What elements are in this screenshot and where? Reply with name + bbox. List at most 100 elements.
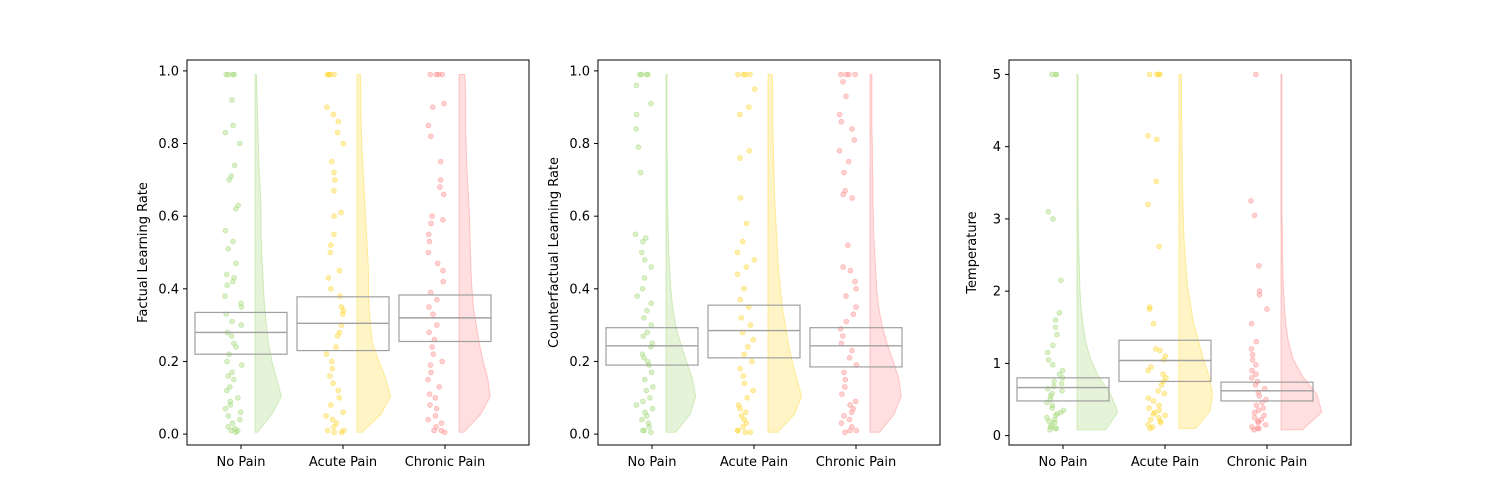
data-point bbox=[229, 318, 235, 325]
data-point bbox=[1044, 349, 1051, 356]
data-point bbox=[1045, 356, 1052, 363]
data-point bbox=[336, 267, 343, 274]
plot-frame bbox=[186, 59, 530, 446]
data-point bbox=[1146, 71, 1153, 78]
data-point bbox=[1252, 382, 1259, 388]
data-point bbox=[644, 307, 650, 314]
data-point bbox=[1046, 418, 1052, 425]
chart-panel-1: No Pain Acute Pain Chronic Pain 0.0 0.2 0.4 0.… bbox=[136, 59, 530, 470]
data-point bbox=[849, 347, 855, 354]
data-point bbox=[238, 304, 245, 310]
data-point bbox=[838, 118, 845, 125]
data-point bbox=[648, 369, 655, 376]
data-point bbox=[836, 111, 843, 118]
data-point bbox=[425, 416, 432, 423]
y-axis-label: Temperature bbox=[965, 211, 980, 294]
density-cloud-no-pain bbox=[665, 73, 697, 433]
data-point bbox=[324, 104, 330, 110]
y-tick-label: 0.0 bbox=[158, 428, 179, 443]
data-point bbox=[632, 231, 639, 238]
data-point bbox=[749, 358, 755, 365]
data-point bbox=[649, 405, 656, 412]
data-point bbox=[323, 351, 330, 358]
data-point bbox=[853, 304, 859, 310]
data-point bbox=[639, 416, 645, 423]
data-point bbox=[1251, 414, 1258, 421]
data-point bbox=[1256, 393, 1263, 399]
data-point bbox=[432, 413, 439, 419]
data-point bbox=[225, 413, 232, 419]
data-point bbox=[437, 177, 444, 183]
data-point bbox=[840, 191, 846, 198]
data-point bbox=[433, 405, 440, 412]
data-point bbox=[1147, 425, 1153, 432]
data-point bbox=[1255, 419, 1262, 426]
iqr-box bbox=[1016, 377, 1110, 402]
data-point bbox=[1156, 407, 1163, 414]
data-point bbox=[1053, 71, 1059, 78]
data-point bbox=[440, 191, 447, 198]
y-axis-label: Counterfactual Learning Rate bbox=[547, 157, 562, 348]
data-point bbox=[640, 238, 646, 245]
data-point bbox=[744, 394, 750, 401]
data-point bbox=[433, 71, 440, 78]
density-cloud-chronic-pain bbox=[869, 73, 902, 433]
data-point bbox=[737, 405, 743, 412]
data-point bbox=[640, 427, 646, 434]
data-point bbox=[648, 100, 654, 107]
data-point bbox=[843, 71, 850, 78]
data-point bbox=[425, 376, 431, 383]
data-point bbox=[642, 235, 649, 241]
data-point bbox=[646, 423, 652, 430]
data-point bbox=[740, 423, 746, 430]
data-point bbox=[439, 71, 446, 78]
data-point bbox=[222, 227, 229, 234]
data-point bbox=[235, 394, 241, 401]
data-point bbox=[739, 238, 746, 245]
data-point bbox=[440, 267, 446, 274]
data-point bbox=[849, 195, 855, 201]
data-point bbox=[335, 387, 342, 394]
data-point bbox=[641, 315, 647, 321]
data-point bbox=[1058, 277, 1064, 284]
data-point bbox=[644, 329, 650, 336]
data-point bbox=[238, 362, 245, 368]
data-point bbox=[751, 256, 758, 263]
data-point bbox=[1253, 371, 1259, 378]
y-tick-label: 0 bbox=[993, 429, 1001, 444]
data-point bbox=[339, 311, 346, 318]
data-point bbox=[225, 423, 232, 430]
data-point bbox=[333, 344, 339, 350]
data-point bbox=[840, 79, 846, 85]
data-point bbox=[433, 322, 440, 328]
data-point bbox=[742, 71, 749, 78]
data-point bbox=[643, 71, 650, 78]
data-point bbox=[324, 427, 331, 434]
data-point bbox=[436, 384, 443, 390]
x-tick-label: No Pain bbox=[628, 455, 677, 470]
data-point bbox=[838, 71, 844, 78]
data-point bbox=[227, 402, 234, 408]
data-point bbox=[1262, 421, 1269, 428]
data-point bbox=[1148, 364, 1154, 370]
data-point bbox=[1253, 71, 1259, 78]
data-point bbox=[1156, 402, 1162, 409]
data-point bbox=[1047, 426, 1053, 433]
data-point bbox=[222, 405, 229, 412]
data-point bbox=[640, 333, 647, 339]
data-point bbox=[233, 260, 239, 267]
y-axis-label: Factual Learning Rate bbox=[136, 182, 151, 323]
data-point bbox=[1253, 402, 1260, 409]
data-point bbox=[736, 111, 743, 118]
data-point bbox=[329, 365, 336, 372]
data-point bbox=[430, 311, 436, 318]
data-point bbox=[853, 427, 860, 434]
data-point bbox=[838, 420, 845, 427]
data-point bbox=[1249, 351, 1256, 358]
data-point bbox=[633, 126, 639, 132]
data-point bbox=[1153, 178, 1160, 185]
data-point bbox=[328, 158, 335, 165]
data-point bbox=[1052, 324, 1059, 331]
data-point bbox=[843, 93, 849, 100]
data-point bbox=[1251, 212, 1258, 219]
